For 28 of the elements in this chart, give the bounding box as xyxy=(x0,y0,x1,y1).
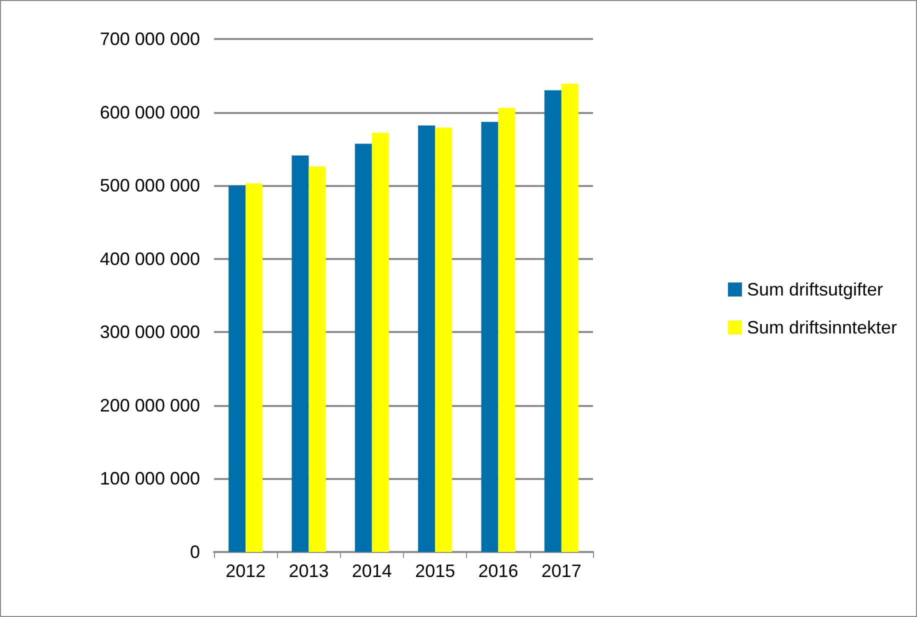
bar xyxy=(498,108,516,552)
y-tick-label: 500 000 000 xyxy=(100,176,200,196)
legend-label: Sum driftsinntekter xyxy=(746,318,898,338)
x-tick-label: 2012 xyxy=(226,561,266,581)
bar xyxy=(372,132,389,552)
x-tick-label: 2015 xyxy=(415,561,456,581)
y-tick-label: 300 000 000 xyxy=(100,322,200,342)
legend-label: Sum driftsutgifter xyxy=(746,280,883,300)
bar xyxy=(292,156,309,552)
bar xyxy=(544,90,562,552)
bar xyxy=(435,128,452,552)
x-tick-label: 2013 xyxy=(288,561,329,581)
bar xyxy=(308,166,326,552)
bar xyxy=(354,144,372,552)
bar xyxy=(561,84,578,552)
bar xyxy=(228,186,246,552)
y-tick-label: 200 000 000 xyxy=(100,395,200,416)
x-tick-label: 2014 xyxy=(352,561,392,581)
y-tick-label: 600 000 000 xyxy=(100,102,200,122)
y-tick-label: 0 xyxy=(190,542,200,562)
y-tick-label: 700 000 000 xyxy=(100,29,200,49)
bar xyxy=(481,122,498,552)
y-tick-label: 100 000 000 xyxy=(100,468,200,489)
y-tick-label: 400 000 000 xyxy=(100,248,200,269)
x-tick-label: 2017 xyxy=(541,561,582,581)
bar xyxy=(418,125,436,552)
bar xyxy=(246,183,263,552)
x-tick-label: 2016 xyxy=(478,561,518,581)
